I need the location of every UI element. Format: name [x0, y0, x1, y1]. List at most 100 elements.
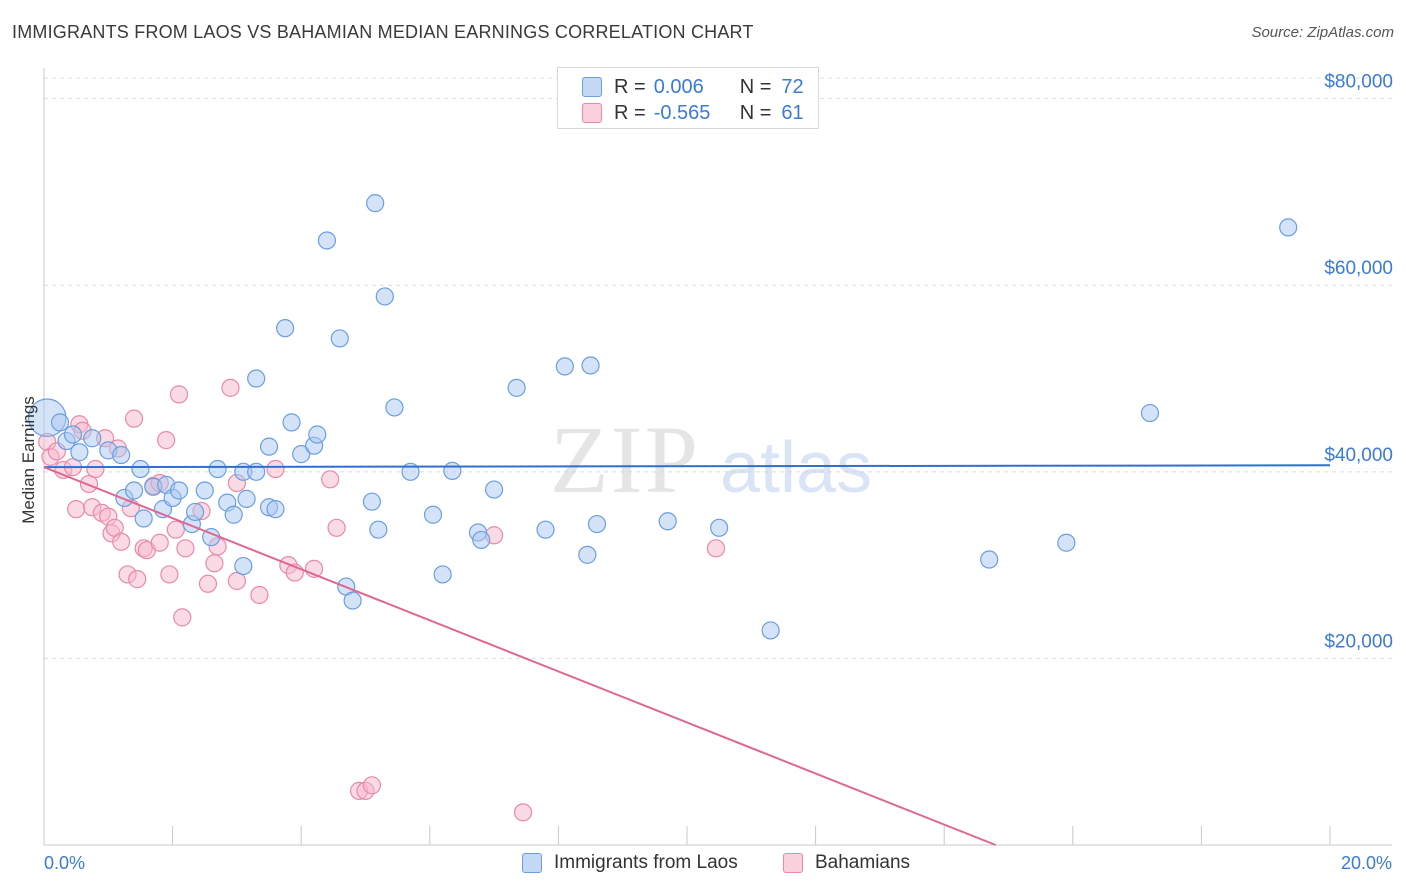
data-point [83, 429, 102, 448]
stats-legend: R = 0.006 N = 72 R = -0.565 N = 61 [557, 67, 819, 129]
legend-label-bahamians: Bahamians [815, 852, 911, 873]
data-point [362, 776, 382, 795]
data-point [317, 231, 337, 250]
data-point [266, 500, 285, 519]
data-point [472, 530, 491, 550]
trend-line-laos [43, 464, 1331, 469]
data-point [980, 550, 999, 569]
data-point [205, 554, 224, 573]
r-label: R = [614, 101, 646, 124]
data-point [63, 425, 83, 444]
data-point [433, 565, 452, 584]
data-point [327, 518, 346, 537]
data-point [169, 385, 189, 404]
data-point [160, 565, 179, 584]
data-point [208, 459, 227, 479]
data-point [124, 481, 144, 500]
watermark: ZIP atlas [550, 406, 872, 513]
data-point [555, 357, 574, 376]
y-tick-label: $80,000 [1324, 72, 1393, 93]
data-point [50, 413, 70, 432]
r-value: 0.006 [653, 75, 704, 98]
legend-item-bahamians[interactable]: Bahamians [783, 852, 910, 874]
legend-label-laos: Immigrants from Laos [554, 852, 738, 873]
trend-lines [43, 464, 1331, 846]
data-point [131, 459, 150, 479]
n-value: 72 [781, 75, 804, 98]
data-point [176, 539, 195, 558]
y-tick-label: $20,000 [1324, 631, 1393, 652]
data-point [578, 545, 597, 564]
y-axis-title: Median Earnings [19, 396, 38, 524]
n-label: N = [739, 101, 772, 124]
data-point [282, 413, 301, 432]
data-point [658, 512, 677, 531]
series-legend: Immigrants from Laos Bahamians [0, 852, 1406, 878]
data-point [321, 470, 340, 489]
data-point [112, 445, 131, 465]
watermark-zip: ZIP [550, 406, 700, 513]
data-point [292, 445, 311, 464]
data-point [195, 481, 214, 500]
data-point [186, 502, 205, 522]
data-point [266, 459, 285, 479]
data-point [124, 409, 144, 428]
legend-swatch-laos [522, 853, 542, 873]
data-point [706, 539, 726, 558]
data-point [485, 480, 504, 499]
data-point [250, 585, 269, 605]
legend-swatch-bahamians [582, 103, 602, 123]
data-point [237, 489, 256, 508]
data-point [224, 505, 243, 524]
series-laos [27, 194, 1298, 640]
data-point [369, 520, 388, 539]
trend-line-bahamians [43, 466, 997, 846]
r-value: -0.565 [653, 101, 711, 124]
data-point [198, 574, 218, 593]
n-label: N = [739, 75, 772, 98]
chart-title: IMMIGRANTS FROM LAOS VS BAHAMIAN MEDIAN … [12, 22, 754, 42]
r-label: R = [614, 75, 646, 98]
y-tick-label: $40,000 [1324, 445, 1393, 466]
data-point [1279, 218, 1298, 237]
data-point [134, 509, 153, 528]
data-point [423, 505, 443, 524]
x-tick-label-min: 0.0% [44, 853, 85, 873]
source-label: Source: ZipAtlas.com [1251, 24, 1394, 41]
data-point [366, 194, 385, 213]
stats-legend-row-bahamians: R = -0.565 N = 61 [582, 101, 804, 125]
data-point [247, 369, 266, 388]
data-point [581, 356, 600, 375]
data-point [234, 556, 253, 576]
watermark-atlas: atlas [720, 428, 872, 508]
legend-item-laos[interactable]: Immigrants from Laos [522, 852, 738, 874]
n-value: 61 [781, 101, 804, 124]
data-point [128, 570, 147, 589]
data-point [157, 431, 176, 450]
data-point [343, 591, 362, 610]
axes [43, 68, 1392, 846]
data-point [150, 533, 169, 552]
data-point [308, 425, 327, 444]
data-point [221, 378, 240, 397]
data-point [507, 378, 526, 397]
data-point [375, 287, 394, 306]
data-point [67, 500, 86, 519]
data-point [330, 329, 349, 348]
data-point [112, 532, 131, 551]
data-point [710, 518, 729, 537]
data-point [166, 520, 185, 539]
data-point [513, 803, 533, 822]
data-point [276, 319, 295, 338]
x-axis-ticks [172, 826, 1331, 845]
data-point [70, 443, 89, 462]
data-point [86, 459, 105, 479]
data-point [259, 437, 279, 456]
data-point [362, 492, 382, 511]
data-point [169, 481, 189, 500]
data-point [761, 621, 780, 640]
legend-swatch-bahamians [783, 853, 803, 873]
data-point [1140, 403, 1160, 423]
data-point [385, 398, 404, 417]
y-tick-labels: $20,000 $40,000 $60,000 $80,000 [1324, 72, 1393, 653]
